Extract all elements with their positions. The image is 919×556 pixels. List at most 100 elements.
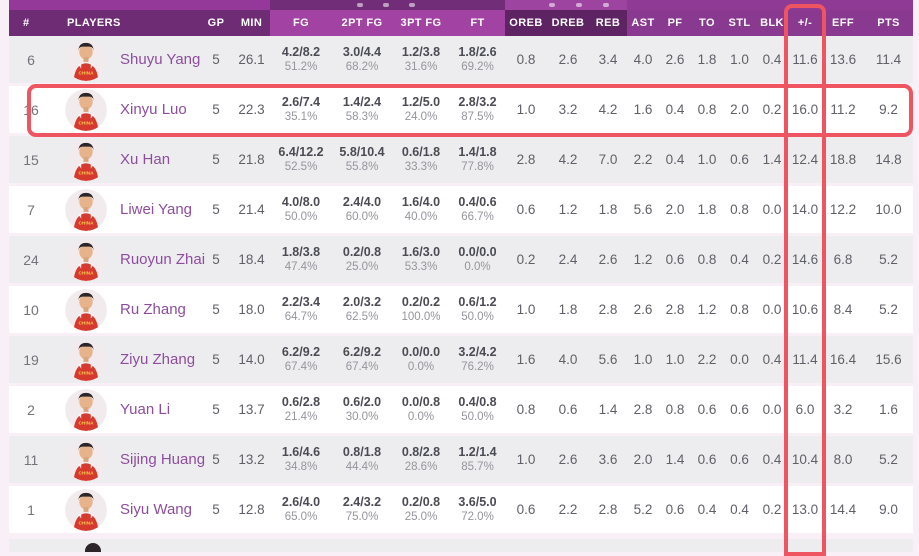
stat-ft: 2.8/3.2 87.5% [450, 86, 505, 133]
player-name-link[interactable]: Siyu Wang [120, 501, 192, 518]
svg-text:CHINA: CHINA [78, 320, 94, 326]
stat-eff: 11.2 [830, 102, 856, 117]
column-header-min[interactable]: MIN [233, 10, 270, 36]
column-header-fg[interactable]: FG [270, 10, 332, 36]
stat-ast: 5.2 [633, 502, 653, 517]
table-row[interactable]: 2 CHINA Yuan Li 5 13.7 0.6/2.8 21.4% 0.6/2.0 30.… [9, 386, 913, 433]
stat-ft: 1.4/1.8 77.8% [450, 136, 505, 183]
stat-reb: 3.4 [598, 52, 618, 67]
stat-pm: 12.4 [791, 152, 819, 167]
stat-dreb: 1.2 [558, 202, 578, 217]
player-name-link[interactable]: Ruoyun Zhai [120, 251, 206, 268]
table-row[interactable]: 16 CHINA Xinyu Luo 5 22.3 2.6/7.4 35.1% 1.4/2.4… [9, 86, 913, 133]
stat-pts: 11.4 [875, 52, 902, 67]
stat-oreb: 0.8 [516, 402, 536, 417]
table-row[interactable]: 24 CHINA Ruoyun Zhai 5 18.4 1.8/3.8 47.4% 0.2/0… [9, 236, 913, 283]
ft-made-attempted: 1.4/1.8 [458, 145, 497, 159]
stat-min: 18.4 [238, 252, 265, 267]
table-row[interactable]: 7 CHINA Liwei Yang 5 21.4 4.0/8.0 50.0% 2.4/4.0… [9, 186, 913, 233]
stat-fg2: 0.8/1.8 44.4% [332, 436, 392, 483]
table-row[interactable]: 15 CHINA Xu Han 5 21.8 6.4/12.2 52.5% 5.8/10.4 5… [9, 136, 913, 183]
ft-percentage: 0.0% [464, 261, 491, 273]
stat-pm: 14.6 [791, 252, 819, 267]
player-name-link[interactable]: Sijing Huang [120, 451, 206, 468]
ft-made-attempted: 0.4/0.8 [458, 395, 497, 409]
column-header-oreb[interactable]: OREB [505, 10, 547, 36]
group-label-fragment [603, 3, 609, 7]
column-header-gp[interactable]: GP [199, 10, 233, 36]
fg-percentage: 50.0% [284, 211, 318, 223]
stat-pf: 0.4 [665, 102, 685, 117]
fg-made-attempted: 2.6/4.0 [281, 495, 321, 509]
stat-blk: 0.4 [762, 352, 782, 367]
stat-stl: 0.8 [730, 202, 749, 217]
jersey-number: 11 [23, 451, 39, 468]
fg-percentage: 34.8% [284, 461, 318, 473]
column-header-num[interactable]: # [9, 10, 53, 36]
stat-oreb: 0.2 [516, 252, 536, 267]
stat-ast: 2.6 [633, 302, 653, 317]
player-cell: CHINA Shuyu Yang [53, 36, 201, 83]
stat-fg2: 2.4/4.0 60.0% [332, 186, 392, 233]
stat-gp: 5 [212, 452, 220, 467]
column-header-pf[interactable]: PF [659, 10, 691, 36]
column-header-ast[interactable]: AST [627, 10, 659, 36]
column-header-fg3[interactable]: 3PT FG [392, 10, 450, 36]
column-header-pm[interactable]: +/- [788, 10, 822, 36]
svg-text:CHINA: CHINA [78, 120, 94, 126]
stat-pm: 14.0 [791, 202, 819, 217]
table-row[interactable]: 10 CHINA Ru Zhang 5 18.0 2.2/3.4 64.7% 2.0/3.2 6… [9, 286, 913, 333]
player-name-link[interactable]: Xinyu Luo [120, 101, 187, 118]
player-name-link[interactable]: Ziyu Zhang [120, 351, 196, 368]
stat-min: 21.8 [238, 152, 265, 167]
column-header-player[interactable]: PLAYERS [53, 10, 199, 36]
stat-dreb: 0.6 [558, 402, 578, 417]
fg3-made-attempted: 0.0/0.8 [401, 395, 441, 409]
column-header-eff[interactable]: EFF [822, 10, 864, 36]
player-name-link[interactable]: Liwei Yang [120, 201, 192, 218]
column-header-stl[interactable]: STL [723, 10, 756, 36]
jersey-number: 2 [27, 401, 35, 418]
stat-fg: 2.6/7.4 35.1% [270, 86, 332, 133]
ft-percentage: 87.5% [461, 111, 494, 123]
table-row[interactable]: 11 CHINA Sijing Huang 5 13.2 1.6/4.6 34.8% 0.8/… [9, 436, 913, 483]
stat-blk: 0.4 [762, 52, 782, 67]
stat-fg: 2.2/3.4 64.7% [270, 286, 332, 333]
column-header-pts[interactable]: PTS [864, 10, 913, 36]
stat-stl: 0.4 [730, 252, 749, 267]
stat-to: 1.2 [697, 302, 717, 317]
table-row[interactable]: 1 CHINA Siyu Wang 5 12.8 2.6/4.0 65.0% 2.4/3.2 7… [9, 486, 913, 533]
player-cell: CHINA Xu Han [53, 136, 199, 183]
table-row[interactable]: 6 CHINA Shuyu Yang 5 26.1 4.2/8.2 51.2% 3.0/4.4… [9, 36, 913, 83]
stat-oreb: 0.6 [516, 202, 536, 217]
column-header-reb[interactable]: REB [589, 10, 627, 36]
stat-eff: 18.8 [829, 152, 857, 167]
column-header-ft[interactable]: FT [450, 10, 505, 36]
column-header-dreb[interactable]: DREB [547, 10, 589, 36]
stat-reb: 4.2 [598, 102, 618, 117]
column-header-blk[interactable]: BLK [756, 10, 788, 36]
stat-eff: 8.4 [833, 302, 853, 317]
stat-gp: 5 [212, 202, 220, 217]
player-name-link[interactable]: Ru Zhang [120, 301, 186, 318]
fg2-percentage: 55.8% [345, 161, 379, 173]
stat-min: 13.7 [238, 402, 265, 417]
ft-percentage: 76.2% [461, 361, 494, 373]
fg-percentage: 52.5% [284, 161, 318, 173]
player-name-link[interactable]: Xu Han [120, 151, 171, 168]
stat-ast: 1.6 [633, 102, 653, 117]
stat-pts: 14.8 [875, 152, 902, 167]
column-header-to[interactable]: TO [691, 10, 723, 36]
stat-pf: 0.4 [665, 152, 685, 167]
stat-blk: 0.4 [762, 452, 782, 467]
fg2-percentage: 30.0% [345, 411, 379, 423]
ft-made-attempted: 0.0/0.0 [458, 245, 497, 259]
group-label-fragment [383, 3, 389, 7]
player-name-link[interactable]: Yuan Li [120, 401, 171, 418]
stat-blk: 0.0 [762, 302, 782, 317]
stat-to: 0.8 [697, 252, 717, 267]
table-row[interactable]: 19 CHINA Ziyu Zhang 5 14.0 6.2/9.2 67.4% 6.2/9.… [9, 336, 913, 383]
player-name-link[interactable]: Shuyu Yang [120, 51, 201, 68]
fg2-made-attempted: 6.2/9.2 [342, 345, 382, 359]
column-header-fg2[interactable]: 2PT FG [332, 10, 392, 36]
